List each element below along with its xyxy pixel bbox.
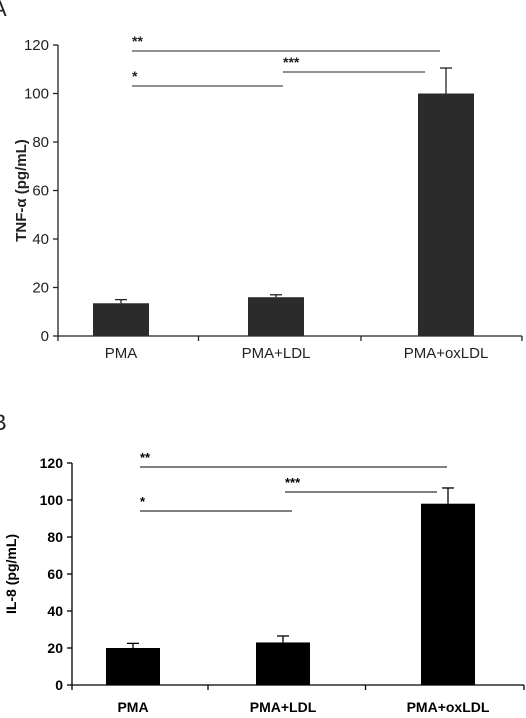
significance-label: ** <box>140 450 151 465</box>
bar-pma <box>106 648 160 685</box>
x-category-label: PMA <box>117 699 148 715</box>
y-tick-label: 100 <box>40 492 64 508</box>
panel-letter-b: B <box>0 410 7 435</box>
panel-b-chart: 0 20 40 60 80 100 120 IL-8 (pg/mL) PMA PMA+LDL PMA… <box>3 450 525 715</box>
x-category-label: PMA+LDL <box>242 345 311 362</box>
panel-a-chart: 0 20 40 60 80 100 120 TNF-α (pg/mL) PMA PMA+LDL PM… <box>13 33 523 362</box>
y-tick-label: 60 <box>32 183 49 200</box>
y-axis-label: TNF-α (pg/mL) <box>13 139 30 242</box>
bar-pma-plus-oxldl <box>418 93 474 336</box>
bar-pma-plus-ldl <box>248 297 304 336</box>
significance-label: *** <box>285 475 301 490</box>
y-tick-label: 60 <box>47 566 63 582</box>
x-category-label: PMA <box>105 345 138 362</box>
panel-letter-a: A <box>0 0 7 21</box>
significance-label: ** <box>132 33 143 49</box>
y-tick-label: 0 <box>41 328 49 345</box>
y-tick-label: 40 <box>32 231 49 248</box>
y-axis-label: IL-8 (pg/mL) <box>3 534 19 614</box>
y-tick-label: 80 <box>47 529 63 545</box>
y-tick-label: 120 <box>40 455 64 471</box>
x-category-label: PMA+LDL <box>250 699 317 715</box>
significance-label: *** <box>283 54 300 70</box>
bar-pma-plus-ldl <box>256 642 310 685</box>
y-tick-label: 20 <box>32 280 49 297</box>
x-category-label: PMA+oxLDL <box>404 345 489 362</box>
bar-pma <box>93 303 149 336</box>
x-category-label: PMA+oxLDL <box>407 699 490 715</box>
y-tick-label: 100 <box>24 86 49 103</box>
y-tick-label: 120 <box>24 37 49 54</box>
y-tick-label: 40 <box>47 603 63 619</box>
y-tick-label: 80 <box>32 134 49 151</box>
significance-label: * <box>140 494 146 509</box>
bar-pma-plus-oxldl <box>421 503 475 685</box>
y-tick-label: 20 <box>47 640 63 656</box>
significance-label: * <box>132 68 138 84</box>
y-tick-label: 0 <box>55 677 63 693</box>
